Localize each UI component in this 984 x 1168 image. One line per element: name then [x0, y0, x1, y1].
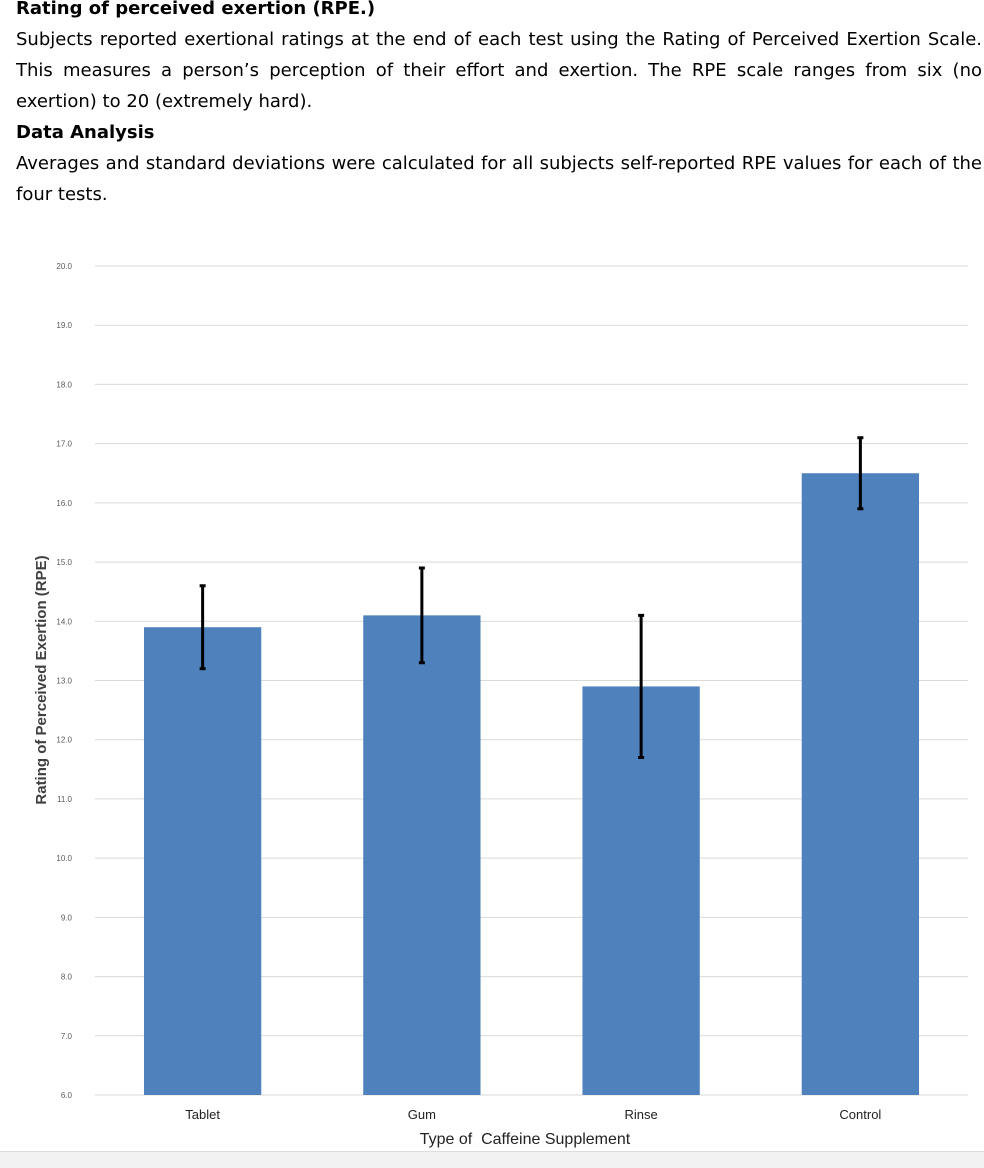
- x-tick-label-rinse: Rinse: [625, 1107, 658, 1122]
- bars: [143, 473, 920, 1095]
- error-bar-control: [857, 436, 864, 511]
- y-tick-label: 18.0: [56, 380, 72, 389]
- y-tick-label: 8.0: [61, 973, 73, 982]
- x-tick-label-gum: Gum: [408, 1107, 436, 1122]
- y-tick-label: 6.0: [61, 1091, 73, 1100]
- x-tick-label-control: Control: [839, 1107, 881, 1122]
- bar-gum: [363, 615, 481, 1095]
- y-tick-label: 20.0: [56, 262, 72, 271]
- y-axis-ticks: 6.0 7.0 8.0 9.0 10.0 11.0 12.0 13.0 14.0 15.0 16.0…: [56, 262, 72, 1100]
- section-heading-rpe: Rating of perceived exertion (RPE.): [16, 0, 376, 19]
- bar-tablet: [143, 627, 262, 1095]
- y-tick-label: 10.0: [56, 854, 72, 863]
- y-axis-label: Rating of Perceived Exertion (RPE): [33, 555, 50, 804]
- section-heading-data-analysis: Data Analysis: [16, 122, 155, 143]
- x-axis-ticks: Tablet Gum Rinse Control: [185, 1107, 881, 1122]
- text-section: Rating of perceived exertion (RPE.) Subj…: [16, 0, 982, 210]
- y-tick-label: 12.0: [56, 736, 72, 745]
- y-tick-label: 14.0: [56, 617, 72, 626]
- y-tick-label: 13.0: [56, 677, 72, 686]
- y-tick-label: 19.0: [56, 321, 72, 330]
- x-axis-label: Type of Caffeine Supplement: [420, 1131, 631, 1148]
- y-tick-label: 9.0: [61, 913, 73, 922]
- error-bar-gum: [418, 566, 425, 665]
- bar-control: [801, 473, 920, 1095]
- error-bars: [199, 436, 864, 759]
- error-bar-rinse: [638, 613, 645, 759]
- section-paragraph-rpe: Subjects reported exertional ratings at …: [16, 29, 982, 112]
- window-bottom-edge: [0, 1151, 984, 1168]
- y-tick-label: 17.0: [56, 440, 72, 449]
- y-tick-label: 7.0: [61, 1032, 73, 1041]
- x-tick-label-tablet: Tablet: [185, 1107, 220, 1122]
- y-tick-label: 11.0: [57, 795, 73, 804]
- section-paragraph-data-analysis: Averages and standard deviations were ca…: [16, 153, 982, 205]
- y-tick-label: 16.0: [56, 499, 72, 508]
- error-bar-tablet: [199, 584, 206, 671]
- y-tick-label: 15.0: [56, 558, 72, 567]
